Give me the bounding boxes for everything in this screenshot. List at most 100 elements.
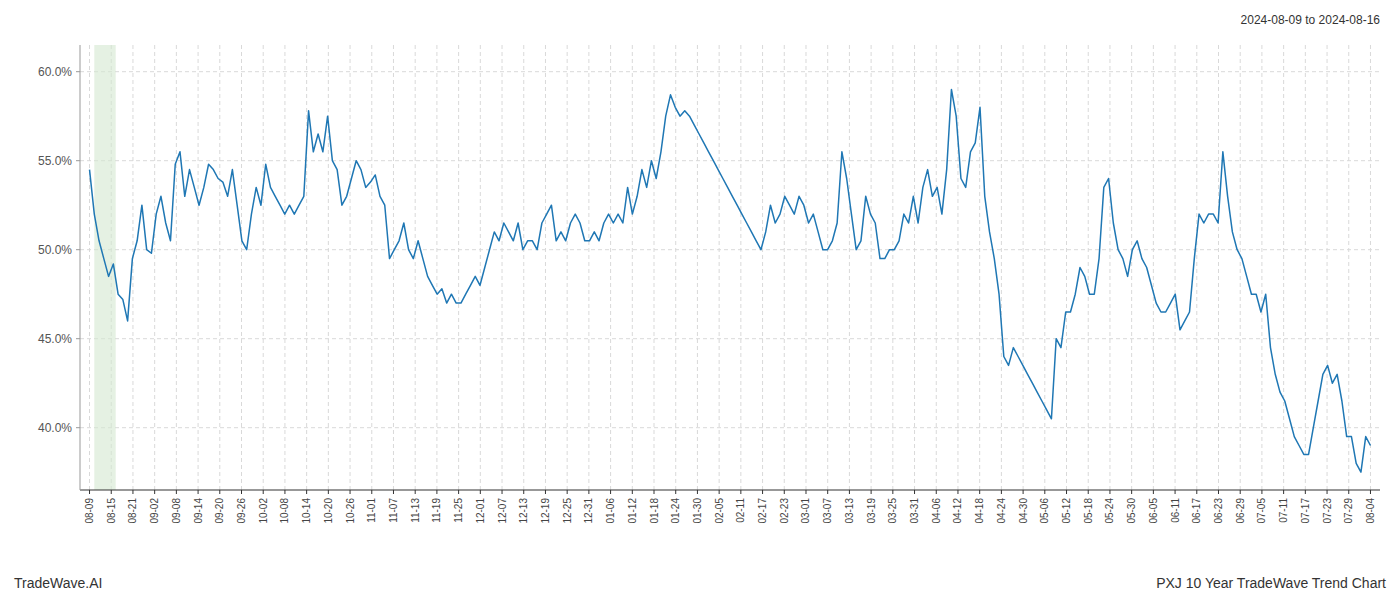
x-tick-label: 12-25 — [562, 498, 573, 524]
x-tick — [111, 490, 112, 494]
grid — [80, 45, 1380, 490]
x-tick-label: 05-12 — [1061, 498, 1072, 524]
x-tick-label: 06-29 — [1235, 498, 1246, 524]
x-tick-label: 11-19 — [431, 498, 442, 523]
x-tick — [436, 490, 437, 494]
x-tick-label: 08-09 — [84, 498, 95, 524]
grid-line-x — [1131, 45, 1132, 490]
x-tick — [632, 490, 633, 494]
grid-line-x — [914, 45, 915, 490]
x-tick-label: 01-12 — [627, 498, 638, 524]
y-tick — [76, 160, 80, 161]
x-tick-label: 09-14 — [193, 498, 204, 524]
grid-line-x — [1109, 45, 1110, 490]
grid-line-x — [1044, 45, 1045, 490]
x-tick — [241, 490, 242, 494]
y-tick-label: 50.0% — [38, 243, 72, 257]
x-tick-label: 11-01 — [366, 498, 377, 523]
y-tick-label: 55.0% — [38, 154, 72, 168]
grid-line-x — [458, 45, 459, 490]
grid-line-x — [219, 45, 220, 490]
grid-line-x — [588, 45, 589, 490]
x-tick — [719, 490, 720, 494]
grid-line-x — [393, 45, 394, 490]
grid-line-x — [784, 45, 785, 490]
x-tick — [849, 490, 850, 494]
grid-line-x — [610, 45, 611, 490]
x-tick-label: 07-23 — [1322, 498, 1333, 524]
x-tick — [588, 490, 589, 494]
x-tick — [1023, 490, 1024, 494]
grid-line-y — [80, 71, 1380, 72]
x-tick-label: 09-08 — [171, 498, 182, 524]
grid-line-x — [350, 45, 351, 490]
x-tick-label: 12-13 — [518, 498, 529, 524]
grid-line-y — [80, 249, 1380, 250]
grid-line-x — [697, 45, 698, 490]
x-tick-label: 06-17 — [1191, 498, 1202, 524]
x-tick — [154, 490, 155, 494]
x-tick — [740, 490, 741, 494]
chart: 40.0%45.0%50.0%55.0%60.0%08-0908-1508-21… — [0, 0, 1400, 600]
x-tick-label: 03-25 — [887, 498, 898, 524]
x-tick — [306, 490, 307, 494]
x-tick-label: 10-26 — [345, 498, 356, 524]
x-tick-label: 04-06 — [931, 498, 942, 524]
grid-line-x — [1348, 45, 1349, 490]
x-tick — [1175, 490, 1176, 494]
y-tick-label: 60.0% — [38, 65, 72, 79]
x-tick-label: 05-18 — [1083, 498, 1094, 524]
y-tick — [76, 338, 80, 339]
grid-line-x — [328, 45, 329, 490]
grid-line-x — [740, 45, 741, 490]
x-tick-label: 08-21 — [127, 498, 138, 524]
y-tick — [76, 249, 80, 250]
x-tick — [263, 490, 264, 494]
x-tick-label: 09-02 — [149, 498, 160, 524]
x-tick-label: 04-24 — [996, 498, 1007, 524]
grid-line-x — [1196, 45, 1197, 490]
x-tick-label: 08-15 — [106, 498, 117, 524]
grid-line-x — [132, 45, 133, 490]
grid-line-x — [1370, 45, 1371, 490]
x-tick — [545, 490, 546, 494]
grid-line-y — [80, 160, 1380, 161]
grid-line-x — [762, 45, 763, 490]
x-tick — [1305, 490, 1306, 494]
x-tick — [567, 490, 568, 494]
grid-line-x — [1240, 45, 1241, 490]
grid-line-x — [284, 45, 285, 490]
x-tick-label: 12-01 — [475, 498, 486, 524]
grid-line-x — [89, 45, 90, 490]
grid-line-x — [415, 45, 416, 490]
x-tick — [957, 490, 958, 494]
x-tick — [1088, 490, 1089, 494]
x-tick-label: 10-20 — [323, 498, 334, 524]
x-tick — [784, 490, 785, 494]
x-tick-label: 02-11 — [735, 498, 746, 523]
grid-line-x — [1088, 45, 1089, 490]
x-tick — [1066, 490, 1067, 494]
x-tick — [1044, 490, 1045, 494]
x-tick-label: 12-07 — [497, 498, 508, 524]
grid-line-x — [502, 45, 503, 490]
grid-line-x — [241, 45, 242, 490]
x-tick — [1109, 490, 1110, 494]
x-tick — [458, 490, 459, 494]
grid-line-x — [176, 45, 177, 490]
grid-line-x — [827, 45, 828, 490]
grid-line-x — [957, 45, 958, 490]
grid-line-x — [654, 45, 655, 490]
texts: 2024-08-09 to 2024-08-16TradeWave.AIPXJ … — [14, 13, 1386, 591]
x-tick — [1153, 490, 1154, 494]
x-tick — [914, 490, 915, 494]
x-tick — [1240, 490, 1241, 494]
grid-line-x — [1153, 45, 1154, 490]
grid-line-x — [545, 45, 546, 490]
grid-line-x — [1023, 45, 1024, 490]
x-tick — [1218, 490, 1219, 494]
grid-line-x — [371, 45, 372, 490]
grid-line-x — [1001, 45, 1002, 490]
x-tick — [675, 490, 676, 494]
x-tick-label: 08-04 — [1365, 498, 1376, 524]
